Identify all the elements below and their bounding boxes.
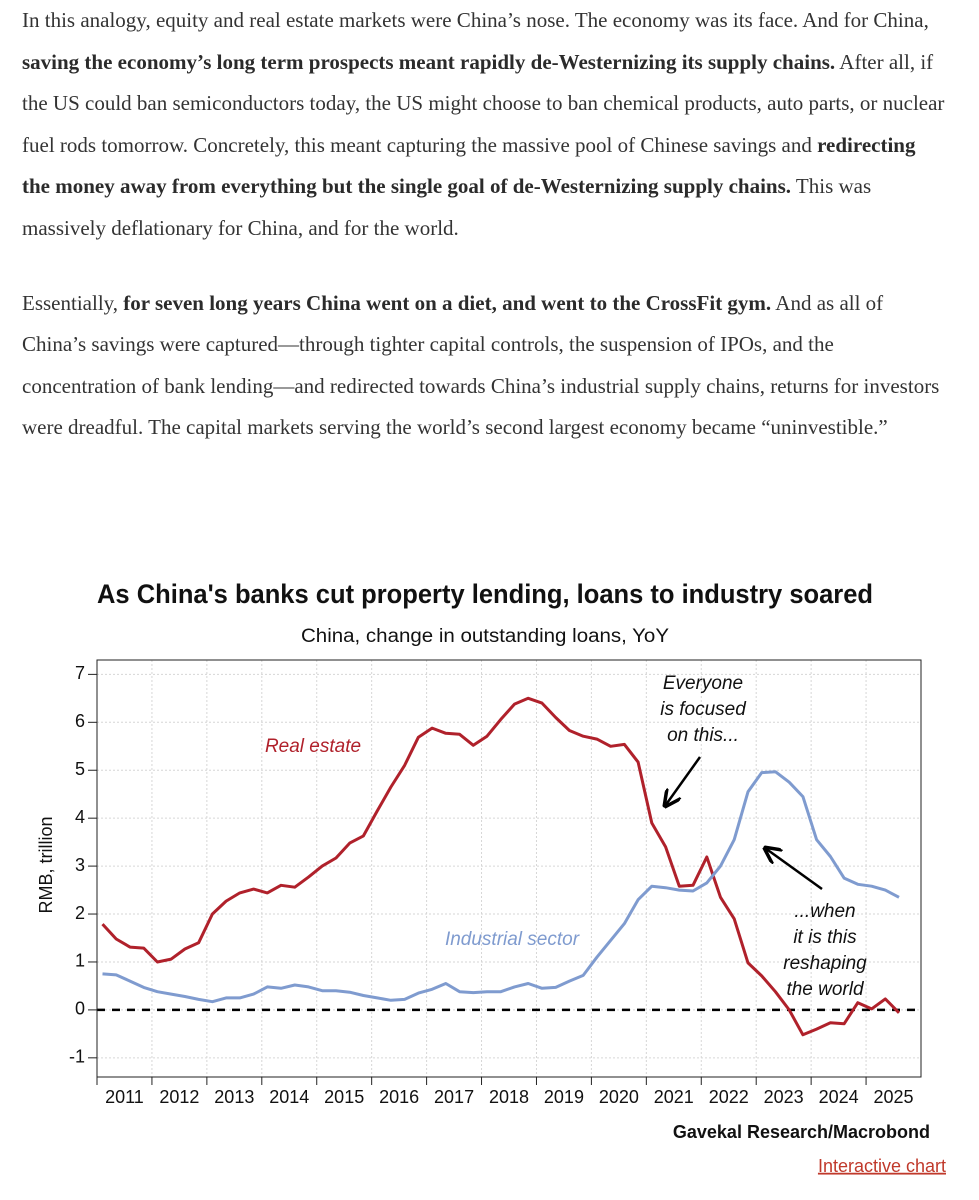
x-tick-label: 2016 <box>379 1087 419 1107</box>
arrow <box>665 756 702 806</box>
x-tick-label: 2014 <box>269 1087 309 1107</box>
paragraph: In this analogy, equity and real estate … <box>22 0 947 250</box>
y-tick-label: 3 <box>75 855 85 875</box>
y-tick-label: 4 <box>75 807 85 827</box>
annotation: is focused <box>660 699 747 720</box>
bold-text: for seven long years China went on a die… <box>123 290 772 315</box>
chart-subtitle: China, change in outstanding loans, YoY <box>301 626 669 647</box>
y-axis-label: RMB, trillion <box>36 816 56 913</box>
series-label: Industrial sector <box>445 929 580 950</box>
x-tick-label: 2013 <box>214 1087 254 1107</box>
link[interactable]: Interactive chart <box>818 1156 946 1176</box>
x-tick-label: 2025 <box>874 1087 914 1107</box>
paragraph: Essentially, for seven long years China … <box>22 283 947 449</box>
x-tick-label: 2011 <box>105 1087 144 1107</box>
series-line <box>102 770 900 1004</box>
annotation: ...when <box>794 901 855 922</box>
text: Essentially, <box>22 290 124 315</box>
arrow <box>765 848 823 891</box>
x-tick-label: 2020 <box>599 1087 639 1107</box>
text: After all, if the US could ban semicondu… <box>22 49 945 157</box>
y-tick-label: 1 <box>75 951 85 971</box>
x-tick-label: 2024 <box>819 1087 859 1107</box>
y-tick-label: 6 <box>75 711 85 731</box>
bold-text: saving the economy’s long term prospects… <box>22 49 836 74</box>
bold-text: redirecting the money away from everythi… <box>22 132 916 199</box>
x-tick-label: 2018 <box>489 1087 529 1107</box>
annotation: Everyone <box>663 673 743 694</box>
x-tick-label: 2012 <box>159 1087 199 1107</box>
x-tick-label: 2017 <box>434 1087 474 1107</box>
text: And as all of China’s savings were captu… <box>22 290 940 440</box>
x-tick-label: 2019 <box>544 1087 584 1107</box>
series-label: Real estate <box>265 736 361 757</box>
annotation: reshaping <box>783 953 867 974</box>
y-tick-label: 2 <box>75 903 85 923</box>
chart-title: As China's banks cut property lending, l… <box>97 579 873 609</box>
x-tick-label: 2023 <box>764 1087 804 1107</box>
y-tick-label: 7 <box>75 663 85 683</box>
source: Gavekal Research/Macrobond <box>673 1122 930 1142</box>
annotation: it is this <box>793 927 857 948</box>
plot-border <box>96 659 922 1078</box>
y-tick-label: 5 <box>75 759 85 779</box>
text: In this analogy, equity and real estate … <box>22 8 929 32</box>
x-tick-label: 2015 <box>324 1087 364 1107</box>
article: In this analogy, equity and real estate … <box>22 0 947 482</box>
series-line <box>101 696 901 1037</box>
x-tick-label: 2021 <box>654 1087 694 1107</box>
annotation: the world <box>786 979 865 1000</box>
text: This was massively deflationary for Chin… <box>22 174 872 240</box>
y-tick-label: 0 <box>75 999 85 1019</box>
x-tick-label: 2022 <box>709 1087 749 1107</box>
y-tick-label: -1 <box>69 1047 85 1067</box>
annotation: on this... <box>667 725 739 746</box>
